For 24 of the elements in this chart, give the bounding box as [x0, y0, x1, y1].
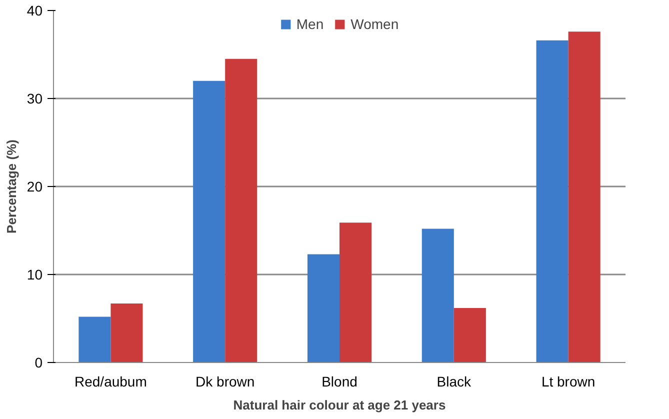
bar — [422, 228, 454, 362]
bar — [225, 58, 258, 362]
bar — [193, 80, 226, 362]
bar — [307, 254, 340, 362]
x-axis-title: Natural hair colour at age 21 years — [233, 398, 446, 412]
bar — [568, 32, 600, 362]
x-tick-label: Blond — [322, 374, 358, 390]
y-tick-label: 30 — [26, 90, 43, 106]
bar — [536, 40, 568, 362]
y-tick-label: 20 — [26, 178, 43, 194]
x-tick-label: Lt brown — [541, 374, 596, 390]
x-tick-label: Dk brown — [196, 374, 255, 390]
bar — [78, 316, 111, 362]
y-tick-label: 10 — [26, 266, 43, 282]
y-axis-title: Percentage (%) — [4, 140, 19, 234]
x-tick-label: Black — [436, 374, 472, 390]
y-tick-label: 0 — [34, 354, 43, 370]
legend-label: Women — [350, 16, 399, 32]
x-tick-label: Red/aubum — [74, 374, 147, 390]
legend-label: Men — [296, 16, 324, 32]
bar — [454, 308, 486, 362]
y-tick-label: 40 — [26, 2, 43, 18]
bar — [340, 222, 372, 362]
bar — [110, 304, 143, 362]
